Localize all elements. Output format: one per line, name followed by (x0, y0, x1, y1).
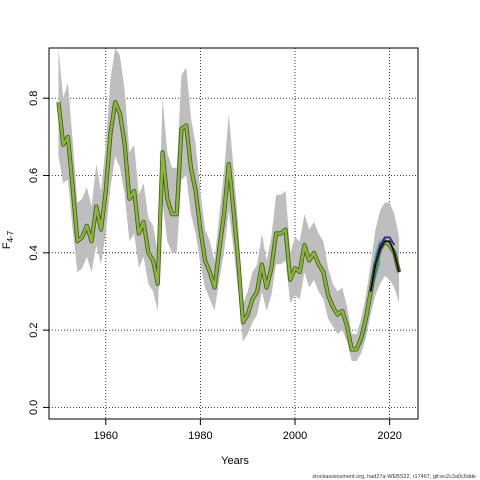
series-lines (56, 100, 402, 352)
y-tick-label: 0.0 (28, 400, 40, 415)
y-axis-title: F4-7 (1, 230, 15, 249)
y-tick-label: 0.4 (28, 245, 40, 260)
x-tick-label: 2020 (377, 430, 401, 442)
retro-line (369, 240, 400, 292)
x-axis-title: Years (221, 455, 249, 467)
y-axis-title-sub: 4-7 (6, 230, 15, 242)
x-tick-label: 2000 (283, 430, 307, 442)
confidence-bands (58, 48, 400, 362)
footer-text: stockassessment.org, had27a-WEBS22, r174… (312, 474, 476, 480)
grid-lines (49, 48, 418, 419)
x-tick-label: 1960 (94, 430, 118, 442)
x-tick-label: 1980 (188, 430, 212, 442)
y-axis-title-main: F (1, 242, 13, 249)
y-tick-label: 0.2 (28, 322, 40, 337)
plot-frame (48, 47, 419, 420)
confidence-band (58, 48, 400, 362)
y-tick-label: 0.6 (28, 168, 40, 183)
axes: 1960 1980 2000 2020 0.0 0.2 0.4 0.6 0.8 (28, 47, 419, 442)
series-line (57, 100, 401, 351)
y-tick-label: 0.8 (28, 91, 40, 106)
